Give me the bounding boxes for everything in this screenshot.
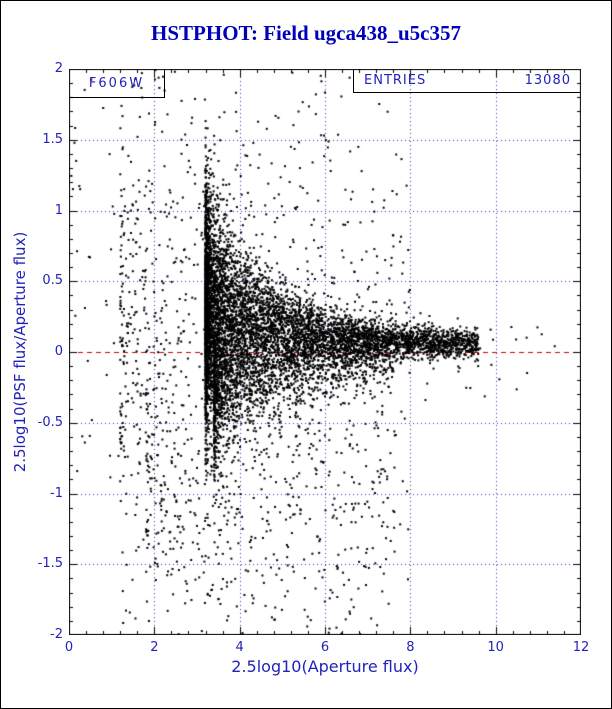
x-tick-label: 12 [572, 640, 590, 655]
x-tick-label: 10 [487, 640, 504, 655]
x-tick-label: 2 [150, 640, 159, 655]
x-tick-label: 6 [320, 640, 330, 655]
x-tick-label: 4 [235, 640, 244, 655]
y-tick-label: 1 [54, 202, 63, 218]
y-tick-label: -2 [50, 627, 63, 642]
entries-value: 13080 [524, 73, 571, 88]
y-tick-label: 0.5 [42, 273, 63, 289]
entries-box: ENTRIES 13080 [353, 69, 581, 93]
x-tick-label: 8 [406, 640, 415, 655]
y-tick-label: 1.5 [42, 131, 63, 147]
scatter-canvas [69, 69, 581, 635]
x-axis-title: 2.5log10(Aperture flux) [231, 657, 419, 676]
y-tick-label: 2 [54, 61, 63, 76]
entries-label: ENTRIES [364, 73, 427, 88]
y-tick-label: -0.5 [37, 414, 63, 430]
filter-label: F606W [88, 75, 145, 91]
y-tick-label: 0 [54, 344, 63, 359]
y-tick-label: -1 [50, 485, 63, 501]
page-title: HSTPHOT: Field ugca438_u5c357 [151, 21, 461, 45]
y-axis-title: 2.5log10(PSF flux/Aperture flux) [11, 231, 29, 473]
x-tick-label: 0 [64, 640, 74, 655]
filter-label-box: F606W [69, 69, 165, 98]
y-tick-label: -1.5 [37, 556, 63, 572]
